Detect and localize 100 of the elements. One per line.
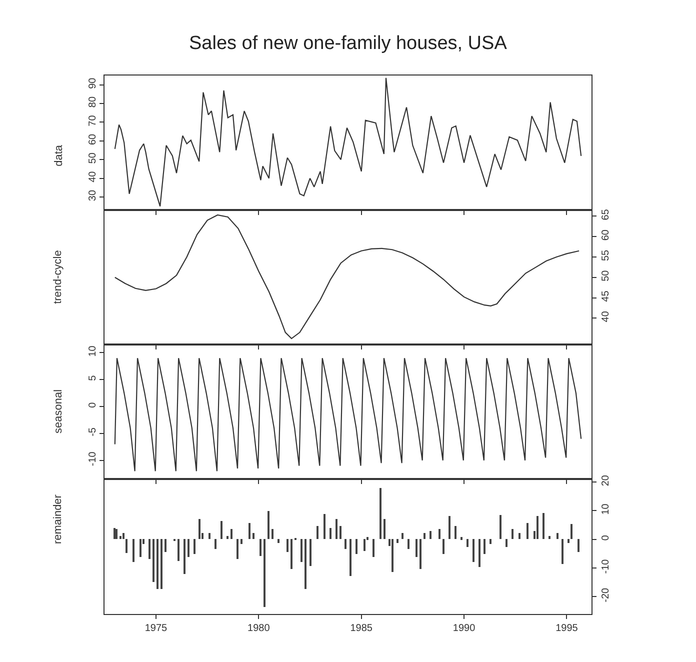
y-tick-label: 40: [88, 170, 99, 182]
bar: [536, 516, 539, 540]
y-tick-label: 0: [88, 402, 99, 408]
bar: [194, 539, 196, 554]
bar: [230, 529, 233, 540]
bar: [490, 539, 492, 544]
bar: [424, 533, 426, 540]
bar: [252, 533, 255, 540]
x-tick-label: 1995: [556, 622, 578, 634]
bar: [286, 539, 289, 552]
y-tick-label: 5: [88, 374, 99, 381]
bar: [330, 528, 332, 540]
y-tick-label: -5: [88, 427, 99, 436]
bar: [526, 523, 529, 540]
y-tick-label: 60: [600, 229, 612, 241]
bar: [518, 533, 521, 540]
bar: [156, 539, 159, 590]
bar: [396, 539, 399, 544]
bar: [340, 526, 342, 540]
x-tick-label: 1975: [144, 622, 168, 634]
bar: [416, 539, 418, 558]
bar: [126, 539, 128, 554]
bar: [178, 539, 180, 562]
bar: [188, 539, 190, 558]
bar: [454, 526, 457, 540]
bar: [272, 529, 274, 540]
bar: [132, 539, 135, 562]
bar: [226, 536, 229, 540]
x-tick-label: 1990: [452, 622, 476, 634]
bar: [380, 488, 382, 540]
line-series: [114, 214, 580, 340]
x-tick-label: 1980: [248, 622, 270, 634]
bar: [140, 539, 142, 558]
bar: [208, 533, 211, 540]
y-axis-title: remainder: [52, 494, 64, 544]
bar: [268, 511, 270, 540]
bar: [324, 514, 326, 540]
bar: [240, 539, 243, 544]
bar: [472, 539, 475, 562]
bar: [364, 539, 366, 552]
bar: [506, 539, 508, 548]
bar: [448, 516, 451, 540]
bar: [392, 539, 394, 572]
y-tick-label: 60: [88, 133, 99, 145]
y-tick-label: -20: [600, 587, 612, 602]
y-tick-label: 10: [88, 345, 99, 357]
bar: [236, 539, 239, 560]
bar: [300, 539, 303, 562]
y-tick-label: 65: [600, 208, 612, 220]
bar: [336, 519, 338, 540]
chart-title: Sales of new one-family houses, USA: [189, 33, 508, 54]
bar: [548, 536, 551, 540]
y-tick-label: 45: [600, 290, 612, 302]
bar: [430, 531, 432, 540]
bar: [408, 539, 410, 550]
y-axis-title: data: [52, 144, 65, 166]
bar: [512, 529, 514, 540]
bar: [442, 539, 445, 554]
bar: [304, 539, 307, 590]
bar: [478, 539, 481, 568]
line-series: [114, 77, 582, 207]
bar: [148, 539, 151, 560]
bar: [356, 539, 358, 554]
bar: [568, 539, 570, 544]
bar: [316, 526, 319, 540]
bar: [120, 536, 122, 540]
bar: [500, 515, 502, 540]
bar: [264, 539, 266, 608]
bar: [466, 539, 469, 548]
x-tick-label: 1985: [350, 622, 373, 634]
y-tick-label: 55: [600, 249, 612, 262]
bar: [248, 523, 251, 540]
line-series: [114, 358, 582, 472]
bar: [260, 539, 262, 556]
bar: [570, 524, 573, 540]
y-tick-label: 10: [600, 503, 612, 515]
y-tick-label: -10: [88, 451, 99, 466]
bar: [350, 539, 352, 576]
y-tick-label: 20: [600, 474, 612, 486]
bar: [578, 539, 580, 552]
y-axis-title: seasonal: [52, 389, 65, 434]
bar: [438, 529, 441, 540]
bar: [562, 539, 564, 564]
bar: [160, 539, 163, 590]
y-tick-label: 50: [88, 152, 99, 164]
y-tick-label: 80: [88, 96, 99, 108]
bar: [164, 539, 167, 552]
bar: [116, 529, 118, 540]
y-tick-label: -10: [600, 558, 612, 574]
bar: [556, 533, 559, 540]
y-tick-label: 50: [600, 270, 612, 282]
bar: [384, 519, 386, 540]
bar: [484, 539, 486, 554]
bar: [278, 539, 280, 544]
y-tick-label: 70: [88, 114, 99, 126]
y-tick-label: 0: [600, 534, 612, 541]
bar: [460, 537, 463, 540]
bar: [122, 533, 125, 540]
bar: [198, 519, 201, 540]
y-tick-label: 30: [88, 189, 99, 202]
